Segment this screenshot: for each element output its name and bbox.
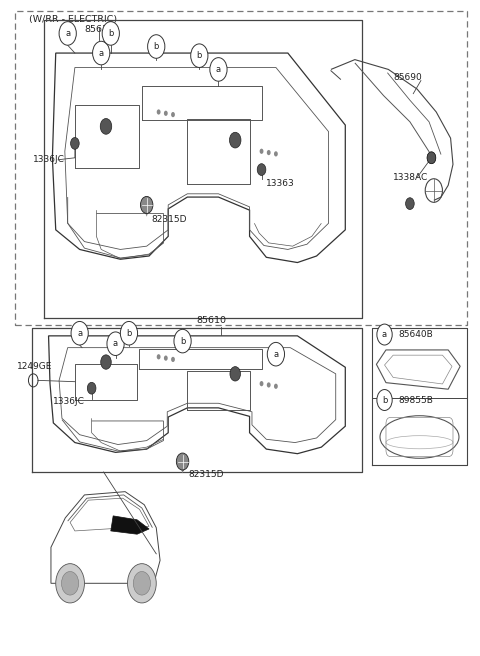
- Circle shape: [107, 332, 124, 356]
- Polygon shape: [144, 210, 149, 216]
- Circle shape: [87, 382, 96, 394]
- Text: 89855B: 89855B: [398, 396, 433, 405]
- Text: 1338AC: 1338AC: [393, 173, 429, 182]
- Text: 1336JC: 1336JC: [33, 155, 65, 164]
- Circle shape: [133, 571, 151, 595]
- Text: a: a: [113, 339, 118, 348]
- Circle shape: [141, 196, 153, 213]
- Text: a: a: [273, 350, 278, 359]
- Text: a: a: [65, 29, 70, 38]
- Circle shape: [406, 197, 414, 209]
- Circle shape: [171, 357, 175, 362]
- Circle shape: [267, 150, 271, 155]
- Text: 13363: 13363: [266, 178, 295, 188]
- Circle shape: [257, 164, 266, 175]
- Text: a: a: [77, 329, 82, 338]
- Circle shape: [377, 324, 392, 345]
- Circle shape: [171, 112, 175, 117]
- Text: b: b: [197, 51, 202, 60]
- Text: (W/RR - ELECTRIC): (W/RR - ELECTRIC): [29, 15, 118, 24]
- Text: b: b: [126, 329, 132, 338]
- Circle shape: [191, 44, 208, 68]
- Circle shape: [267, 382, 271, 388]
- Text: 82315D: 82315D: [189, 470, 224, 479]
- Circle shape: [61, 571, 79, 595]
- Text: b: b: [382, 396, 387, 405]
- Circle shape: [230, 367, 240, 381]
- Circle shape: [260, 381, 264, 386]
- Text: b: b: [154, 42, 159, 51]
- Text: a: a: [216, 65, 221, 74]
- Polygon shape: [111, 516, 149, 534]
- Text: 85610: 85610: [84, 25, 114, 34]
- Circle shape: [59, 22, 76, 45]
- Circle shape: [157, 354, 160, 359]
- Circle shape: [56, 564, 84, 603]
- Circle shape: [128, 564, 156, 603]
- Text: 1336JC: 1336JC: [53, 397, 85, 406]
- Circle shape: [427, 152, 436, 164]
- Circle shape: [93, 41, 110, 65]
- Circle shape: [100, 119, 112, 134]
- Circle shape: [229, 133, 241, 148]
- Circle shape: [71, 138, 79, 150]
- Polygon shape: [180, 467, 185, 474]
- Circle shape: [101, 355, 111, 369]
- Circle shape: [164, 111, 168, 116]
- Circle shape: [260, 149, 264, 154]
- Text: 85690: 85690: [393, 73, 422, 83]
- Text: a: a: [99, 49, 104, 58]
- Circle shape: [164, 356, 168, 361]
- Text: 1249GE: 1249GE: [17, 361, 53, 371]
- Text: 85610: 85610: [196, 316, 226, 325]
- Text: a: a: [382, 330, 387, 339]
- Circle shape: [176, 453, 189, 470]
- Circle shape: [120, 321, 138, 345]
- Text: b: b: [108, 29, 113, 38]
- Circle shape: [427, 152, 436, 164]
- Circle shape: [148, 35, 165, 58]
- Circle shape: [274, 152, 278, 157]
- Text: b: b: [180, 337, 185, 346]
- Circle shape: [274, 384, 278, 389]
- Circle shape: [71, 321, 88, 345]
- Text: 82315D: 82315D: [152, 215, 187, 224]
- Circle shape: [267, 342, 285, 366]
- Circle shape: [157, 110, 160, 115]
- Circle shape: [102, 22, 120, 45]
- Text: 85640B: 85640B: [398, 330, 432, 339]
- Circle shape: [174, 329, 191, 353]
- Circle shape: [377, 390, 392, 411]
- Circle shape: [210, 58, 227, 81]
